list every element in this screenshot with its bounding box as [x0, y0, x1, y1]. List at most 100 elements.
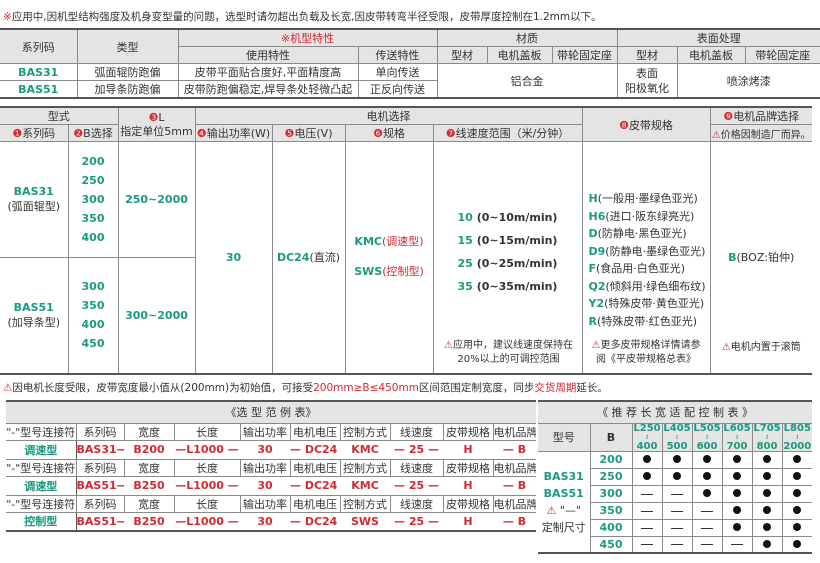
example-value: 30: [240, 511, 290, 532]
dash-icon: [731, 544, 743, 546]
header-belt: ❽皮带规格: [581, 106, 711, 142]
usage: 皮带防跑偏稳定,焊导条处轻微凸起: [177, 80, 359, 99]
header-usage: 使用特性: [178, 46, 359, 64]
header-sub: 电机盖板: [676, 46, 746, 64]
example-title: 《选 型 范 例 表》: [6, 400, 537, 424]
example-header: 电机电压: [289, 494, 341, 513]
dash-icon: [641, 527, 653, 529]
dot-icon: [763, 455, 771, 463]
available-cell: [721, 467, 753, 486]
length-range-bas51: 300~2000: [117, 257, 195, 374]
material: 铝合金: [436, 63, 618, 99]
example-header: 长度: [173, 422, 241, 441]
range-min: L705: [753, 423, 781, 434]
available-cell: [751, 501, 783, 520]
header-length-range: L250 ≀ 400: [631, 422, 663, 452]
matrix-row: 450: [538, 535, 813, 554]
example-value: —L1000 —: [174, 439, 240, 460]
available-cell: [691, 450, 723, 469]
transfer: 正反向传送: [357, 80, 437, 99]
dot-icon: [673, 455, 681, 463]
custom-cell: [691, 501, 723, 520]
example-header: 控制方式: [339, 494, 391, 513]
example-header: 皮带规格: [442, 422, 494, 441]
header-sub: 电机盖板: [486, 46, 553, 64]
top-note: ※应用中,因机型结构强度及机身变型量的问题，选型时请勿超出负载及长宽,因皮带转弯…: [3, 11, 602, 23]
dot-icon: [733, 472, 741, 480]
range-max: 500: [666, 440, 688, 451]
dash-icon: [641, 510, 653, 512]
dot-icon: [763, 539, 771, 548]
example-header: 控制方式: [339, 458, 391, 477]
header-model: 型式: [0, 106, 119, 125]
range-max: 400: [636, 440, 658, 451]
dash-icon: [701, 527, 713, 529]
dot-icon: [673, 472, 681, 480]
dot-icon: [763, 506, 771, 514]
dot-icon: [643, 455, 651, 463]
header-speed: ❼线速度范围（米/分钟）: [432, 124, 583, 142]
dash-icon: [671, 493, 683, 495]
belt-note: ⚠更多皮带规格详情请参阅《平皮带规格总表》: [591, 339, 701, 365]
available-cell: [661, 450, 693, 469]
available-cell: [781, 484, 813, 503]
series-bas51: BAS51 (加导条型): [0, 257, 69, 374]
header-type: 类型: [76, 28, 179, 64]
range-min: L605: [723, 423, 751, 434]
power: 30: [194, 141, 273, 374]
header-voltage: ❺电压(V): [271, 124, 346, 142]
dot-icon: [793, 506, 802, 514]
example-value: KMC: [340, 475, 390, 496]
available-cell: [751, 535, 783, 554]
example-header: 宽度: [123, 494, 175, 513]
custom-cell: [631, 484, 663, 503]
example-header: 皮带规格: [442, 458, 494, 477]
header-length-range: L705 ≀ 800: [751, 422, 783, 452]
b-value: 250: [590, 467, 633, 486]
dot-icon: [733, 489, 741, 497]
matrix-row: 350: [538, 501, 813, 520]
header-material: 材质: [436, 28, 618, 47]
matrix-row: BAS31 BAS51 ⚠ "—" 定制尺寸 200: [538, 450, 813, 554]
selection-table: 型式 ❸L 指定单位5mm 电机选择 ❽皮带规格 ❾电机品牌选择 ❶系列码 ❷B选…: [0, 106, 812, 375]
header-power: ❹输出功率(W): [194, 124, 273, 142]
example-value: B250: [124, 511, 174, 532]
available-cell: [721, 484, 753, 503]
example-value: — 25 —: [390, 511, 443, 532]
dot-icon: [733, 455, 741, 463]
example-header: 皮带规格: [442, 494, 494, 513]
example-header: 系列码: [75, 458, 125, 477]
custom-cell: [661, 535, 693, 554]
example-value: — 25 —: [390, 475, 443, 496]
example-value: BAS51—: [76, 511, 124, 532]
available-cell: [751, 484, 783, 503]
available-cell: [631, 450, 663, 469]
brand-note: ⚠电机内置于滚筒: [721, 341, 801, 353]
example-header: 电机品牌: [492, 458, 537, 477]
dot-icon: [793, 455, 802, 463]
b-value: 300: [590, 484, 633, 503]
custom-cell: [631, 501, 663, 520]
available-cell: [781, 535, 813, 554]
available-cell: [691, 467, 723, 486]
header-brand-note: ⚠价格因制造厂而异。: [709, 124, 812, 142]
example-header: 长度: [173, 458, 241, 477]
dot-icon: [643, 472, 651, 480]
dot-icon: [793, 539, 802, 548]
available-cell: [751, 467, 783, 486]
example-header: 长度: [173, 494, 241, 513]
example-header: 输出功率: [239, 458, 291, 477]
available-cell: [661, 467, 693, 486]
type: 加导条防跑偏: [76, 80, 179, 99]
custom-cell: [631, 535, 663, 554]
matrix-header-row: 型号 B L250 ≀ 400 L405 ≀ 500 L505 ≀ 600 L605 ≀ 700 L705 ≀…: [538, 422, 813, 452]
example-value: — B: [493, 439, 537, 460]
header-series: ❶系列码: [0, 124, 69, 142]
dot-icon: [733, 523, 741, 531]
custom-cell: [691, 518, 723, 537]
range-min: L250: [633, 423, 661, 434]
example-value: BAS31—: [76, 439, 124, 460]
dot-icon: [703, 472, 711, 480]
